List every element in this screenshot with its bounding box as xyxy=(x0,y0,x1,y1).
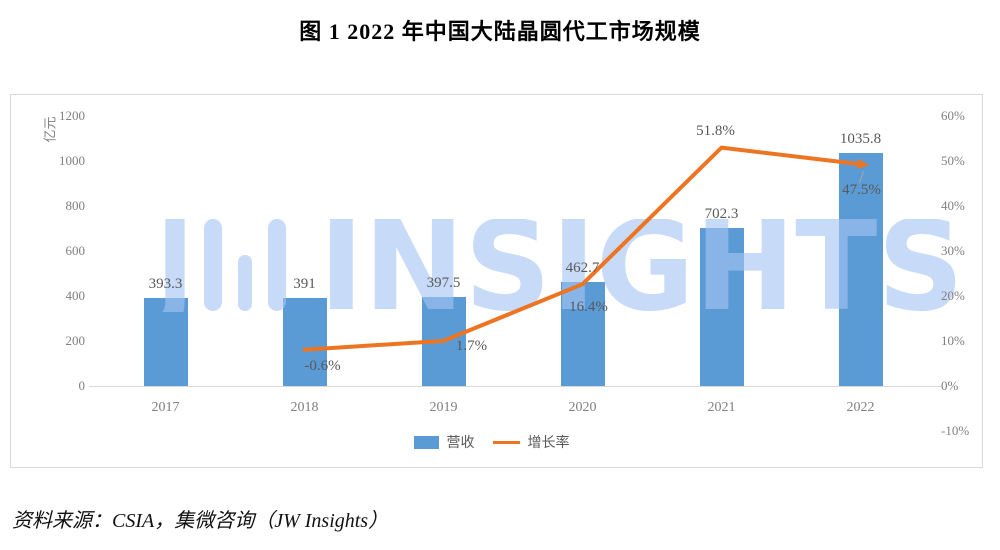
revenue-bar xyxy=(699,227,744,386)
growth-rate-label: 16.4% xyxy=(569,299,608,316)
growth-rate-label: 47.5% xyxy=(842,182,881,199)
x-axis-label-year: 2018 xyxy=(290,400,319,415)
right-axis-tick: 40% xyxy=(941,198,965,213)
revenue-value-label: 1035.8 xyxy=(839,130,882,147)
right-axis-tick: 50% xyxy=(941,153,965,168)
revenue-bar xyxy=(143,297,188,386)
revenue-legend-swatch xyxy=(413,435,439,449)
growth-rate-label: -0.6% xyxy=(304,357,341,374)
left-axis-tick: 1000 xyxy=(59,153,85,168)
left-axis-tick: 600 xyxy=(65,243,86,258)
chart-panel: 亿元 J INSIGHTS 营收 增长率 1200 1000 800 600 400 20… xyxy=(10,94,983,468)
figure-title: 图 1 2022 年中国大陆晶圆代工市场规模 xyxy=(299,19,701,44)
right-axis-tick: 20% xyxy=(941,288,965,303)
revenue-value-label: 393.3 xyxy=(148,275,183,292)
left-axis-title: 亿元 xyxy=(42,116,58,143)
left-axis-tick: 400 xyxy=(65,288,86,303)
x-axis-label-year: 2021 xyxy=(707,400,736,415)
growth-rate-label: 51.8% xyxy=(696,122,735,139)
watermark-bar-tall-1 xyxy=(204,219,222,311)
left-axis-tick: 0 xyxy=(78,378,86,393)
right-axis-tick: -10% xyxy=(941,423,970,438)
left-axis-tick: 1200 xyxy=(59,108,85,123)
right-axis-tick: 60% xyxy=(941,108,965,123)
growth-rate-label: 1.7% xyxy=(455,337,488,354)
left-axis-tick: 800 xyxy=(65,198,86,213)
watermark-bar-short xyxy=(238,255,252,311)
revenue-bar xyxy=(560,281,605,386)
data-source-note: 资料来源：CSIA，集微咨询（JW Insights） xyxy=(12,510,389,532)
right-axis-tick: 0% xyxy=(941,378,959,393)
left-axis-tick: 200 xyxy=(65,333,86,348)
growth-legend-swatch xyxy=(492,440,520,444)
revenue-legend-label: 营收 xyxy=(446,436,475,451)
x-axis-label-year: 2019 xyxy=(429,400,458,415)
chart-legend: 营收 增长率 xyxy=(11,432,982,452)
revenue-value-label: 391 xyxy=(293,276,316,293)
revenue-value-label: 702.3 xyxy=(704,205,739,222)
x-axis-label-year: 2020 xyxy=(568,400,597,415)
growth-legend-label: 增长率 xyxy=(527,436,570,451)
revenue-value-label: 397.5 xyxy=(426,274,461,291)
x-axis-label-year: 2017 xyxy=(151,400,180,415)
revenue-value-label: 462.7 xyxy=(565,259,600,276)
right-axis-tick: 30% xyxy=(941,243,965,258)
x-axis-line xyxy=(89,386,941,387)
right-axis-tick: 10% xyxy=(941,333,965,348)
x-axis-label-year: 2022 xyxy=(846,400,875,415)
